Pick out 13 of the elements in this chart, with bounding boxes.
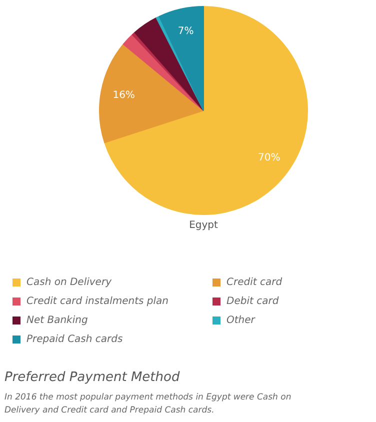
legend-label: Other	[226, 315, 256, 326]
text: Preferred Payment Method	[4, 370, 180, 385]
legend-label: Net Banking	[26, 315, 88, 326]
text: In 2016 the most popular payment methods in Egypt were Cash on Delivery and Credit card and Prepaid Cash cards.	[4, 392, 292, 416]
legend-label: Credit card	[226, 277, 283, 288]
data-label: 7%	[178, 26, 194, 37]
text: Egypt	[189, 220, 218, 231]
legend-label: Prepaid Cash cards	[26, 334, 123, 345]
legend-label: Debit card	[226, 296, 280, 307]
legend-label: Credit card instalments plan	[26, 296, 169, 307]
legend-label: Cash on Delivery	[26, 277, 113, 288]
data-label: 70%	[258, 152, 280, 164]
data-label: 16%	[112, 90, 135, 101]
